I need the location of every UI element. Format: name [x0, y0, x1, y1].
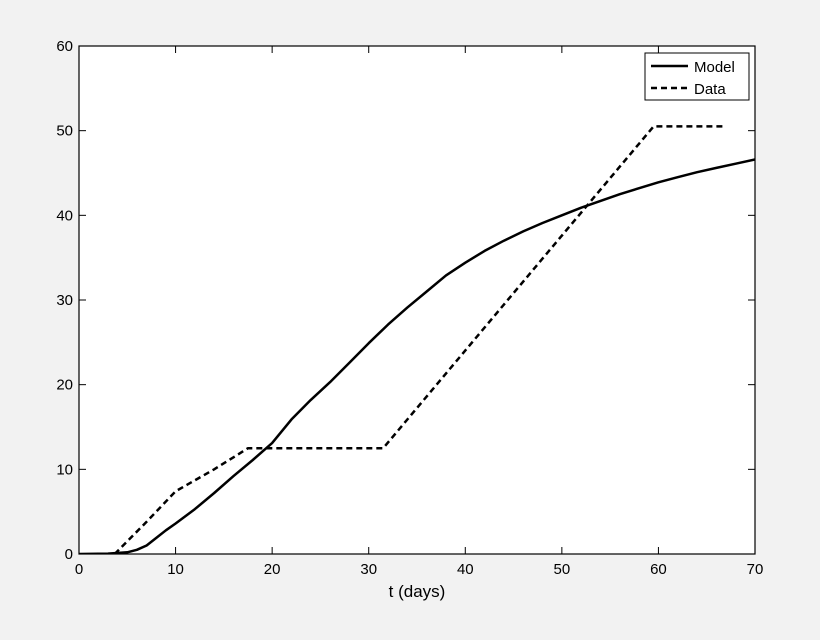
legend-label-model: Model: [694, 59, 735, 76]
y-tick-label: 10: [56, 461, 73, 478]
x-tick-label: 30: [360, 561, 377, 578]
series-line-model: [79, 158, 755, 554]
legend-box: [644, 52, 750, 101]
series-line-data: [113, 125, 726, 554]
y-tick-label: 40: [56, 207, 73, 224]
y-tick-label: 0: [65, 546, 73, 563]
y-tick-label: 50: [56, 123, 73, 140]
x-tick-label: 20: [264, 561, 281, 578]
x-tick-label: 60: [650, 561, 667, 578]
y-tick-label: 20: [56, 377, 73, 394]
x-tick-label: 10: [167, 561, 184, 578]
series-lines: [79, 125, 755, 554]
tick-labels: 0 10 20 30 40 50 60 70 0 10 20 30 40 50 60: [56, 38, 763, 578]
legend-label-data: Data: [694, 81, 726, 98]
x-tick-label: 0: [75, 561, 83, 578]
x-tick-label: 50: [554, 561, 571, 578]
x-axis-label: t (days): [389, 582, 446, 601]
x-tick-label: 70: [747, 561, 764, 578]
plot-frame: [78, 45, 756, 555]
y-tick-label: 30: [56, 292, 73, 309]
y-tick-label: 60: [56, 38, 73, 55]
x-tick-label: 40: [457, 561, 474, 578]
legend: Model Data: [644, 52, 750, 101]
